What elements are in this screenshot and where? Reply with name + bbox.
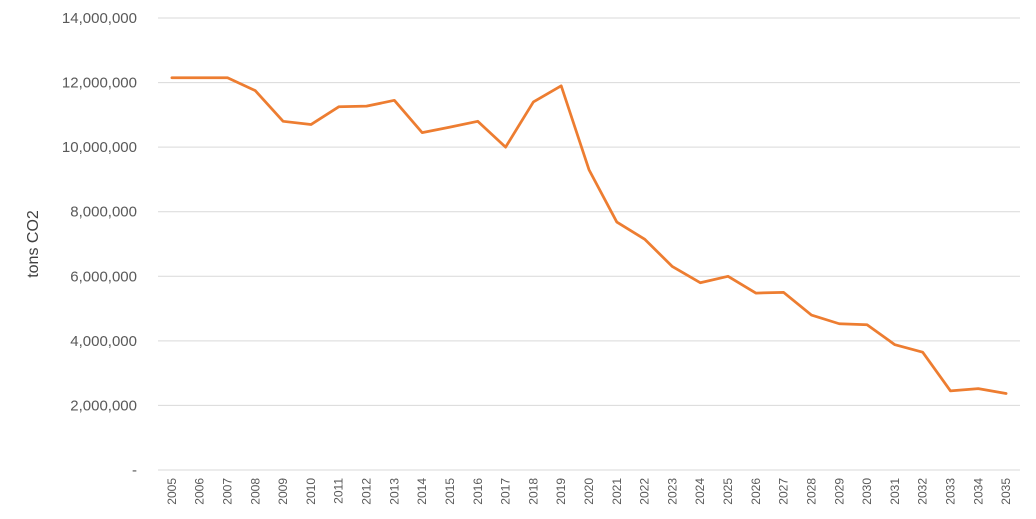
x-tick-label: 2030	[860, 478, 874, 505]
series-layer	[170, 76, 1008, 395]
y-tick-label: 2,000,000	[70, 397, 137, 414]
y-tick-label: -	[132, 462, 137, 479]
x-tick-label: 2017	[499, 478, 513, 505]
x-tick-label: 2020	[582, 478, 596, 505]
x-tick-label: 2005	[165, 478, 179, 505]
y-tick-label: 14,000,000	[62, 10, 137, 27]
x-tick-label: 2032	[916, 478, 930, 505]
x-tick-label: 2023	[665, 478, 679, 505]
series-line	[170, 76, 1008, 395]
x-tick-label: 2008	[248, 478, 262, 505]
x-tick-label: 2012	[360, 478, 374, 505]
x-axis-ticks: 2005 2006 2007 2008 2009 2010 2011 2012 2013 2014…	[165, 478, 1013, 505]
x-tick-label: 2024	[693, 478, 707, 505]
x-tick-label: 2013	[387, 478, 401, 505]
x-tick-label: 2029	[832, 478, 846, 505]
x-tick-label: 2007	[221, 478, 235, 505]
x-tick-label: 2016	[471, 478, 485, 505]
x-tick-label: 2031	[888, 478, 902, 505]
x-tick-label: 2026	[749, 478, 763, 505]
x-tick-label: 2022	[638, 478, 652, 505]
y-tick-label: 8,000,000	[70, 204, 137, 221]
x-tick-label: 2033	[943, 478, 957, 505]
gridlines	[158, 17, 1020, 471]
x-tick-label: 2009	[276, 478, 290, 505]
y-axis-label: tons CO2	[25, 210, 42, 278]
x-tick-label: 2035	[999, 478, 1013, 505]
x-tick-label: 2021	[610, 478, 624, 505]
x-tick-label: 2034	[971, 478, 985, 505]
x-tick-label: 2014	[415, 478, 429, 505]
x-tick-label: 2015	[443, 478, 457, 505]
y-tick-label: 12,000,000	[62, 75, 137, 92]
x-tick-label: 2018	[526, 478, 540, 505]
x-tick-label: 2011	[332, 478, 346, 504]
x-tick-label: 2019	[554, 478, 568, 505]
x-tick-label: 2006	[193, 478, 207, 505]
x-tick-label: 2025	[721, 478, 735, 505]
y-tick-label: 10,000,000	[62, 139, 137, 156]
x-tick-label: 2010	[304, 478, 318, 505]
x-tick-label: 2028	[804, 478, 818, 505]
y-tick-label: 6,000,000	[70, 268, 137, 285]
x-tick-label: 2027	[777, 478, 791, 505]
y-tick-label: 4,000,000	[70, 333, 137, 350]
y-axis-ticks: - 2,000,000 4,000,000 6,000,000 8,000,000 10,…	[62, 10, 137, 479]
